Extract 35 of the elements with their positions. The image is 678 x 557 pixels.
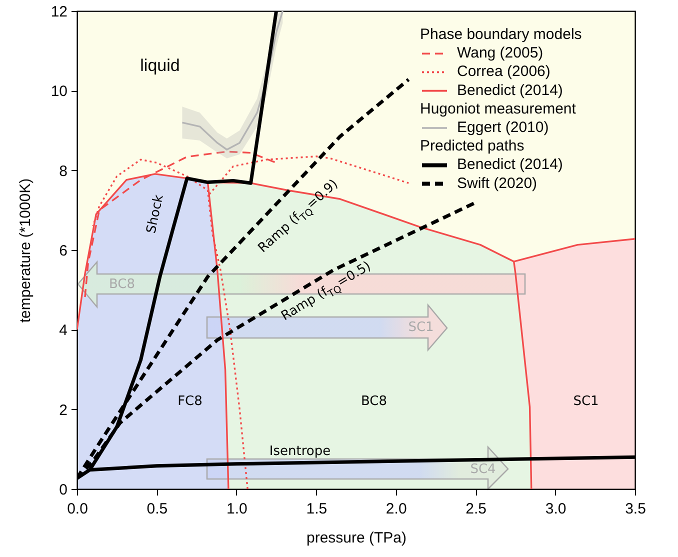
y-tick-label: 0 [59,482,68,498]
y-tick-label: 8 [59,162,68,180]
y-tick-label: 12 [50,4,68,20]
legend-label: Benedict (2014) [457,156,563,174]
annotation: Isentrope [269,444,331,459]
y-tick-label: 4 [59,322,68,340]
legend-label: Wang (2005) [457,44,544,62]
annotation: SC1 [408,320,434,335]
legend-label: Swift (2020) [457,174,538,192]
annotation: SC1 [573,394,599,409]
x-tick-label: 0.0 [67,500,88,518]
legend-label: Correa (2006) [457,63,550,80]
x-tick-label: 3.0 [545,500,566,518]
x-tick-label: 2.0 [386,500,407,518]
y-axis-title: temperature (*1000K) [16,178,34,323]
annotation: Predicted paths [420,138,524,155]
x-tick-label: 2.5 [466,500,486,518]
y-tick-label: 2 [59,402,68,419]
y-tick-label: 10 [50,83,68,100]
annotation: liquid [140,56,180,76]
annotation: SC4 [470,462,496,477]
legend-label: Benedict (2014) [457,82,563,99]
legend-label: Eggert (2010) [457,118,549,136]
x-tick-label: 3.5 [625,500,646,518]
annotation: Phase boundary models [420,26,582,43]
annotation: Shock [144,192,167,235]
annotation: FC8 [178,394,202,409]
annotation: BC8 [360,394,388,409]
annotation: BC8 [108,276,136,292]
y-tick-label: 6 [59,242,68,260]
x-tick-label: 1.0 [226,500,248,518]
annotation: Hugoniot measurement [420,100,577,118]
x-axis-title: pressure (TPa) [306,530,407,546]
x-tick-label: 1.5 [306,500,328,518]
x-tick-label: 0.5 [146,500,168,518]
